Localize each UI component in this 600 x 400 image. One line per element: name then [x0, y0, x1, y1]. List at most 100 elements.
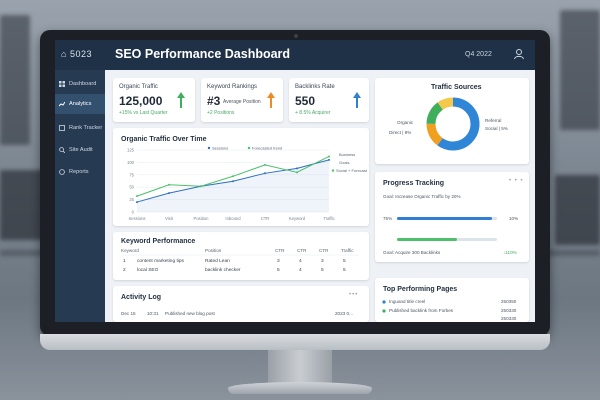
page-title: SEO Performance Dashboard — [115, 47, 291, 61]
y-tick-label: 125 — [127, 148, 135, 153]
kpi-card-organic-traffic[interactable]: Organic Traffic 125,000 +15% vs Last Qua… — [113, 78, 195, 122]
table-cell: backlink checker — [205, 267, 241, 273]
keyword-table[interactable]: Keyword Position CTR CTR CTR Traffic 1 c… — [121, 247, 363, 277]
kpi-change: +2 Positions — [207, 110, 235, 116]
section-title: Keyword Performance — [121, 238, 196, 245]
page-title-text[interactable]: Published backlink from Forbes — [389, 308, 454, 313]
x-tick-label: Keyword — [289, 216, 306, 221]
logo-text: 5023 — [69, 49, 92, 59]
kpi-value: 125,000 — [119, 94, 163, 108]
data-point — [168, 183, 170, 186]
x-tick-label: Traffic — [323, 216, 334, 221]
top-bar: ⌂ 5023 SEO Performance Dashboard Q4 2022 — [55, 40, 535, 70]
data-point — [296, 167, 298, 170]
top-pages-card: Top Performing Pages Inguand title creel… — [375, 278, 529, 322]
table-cell: 5 — [343, 267, 346, 273]
sidebar: Dashboard Analytics Rank Tracker Site Au… — [55, 70, 105, 322]
sidebar-item-label: Dashboard — [69, 81, 97, 87]
monitor-chin — [40, 334, 550, 350]
sidebar-item-site-audit[interactable]: Site Audit — [55, 140, 105, 160]
goal-target: ↓110% — [503, 250, 517, 255]
monitor-stand-base — [228, 382, 372, 394]
kpi-label: Keyword Rankings — [207, 84, 258, 90]
legend-label: Sessions — [212, 146, 228, 151]
legend-label: Forecasted trend — [252, 146, 282, 151]
column-header: Position — [205, 248, 222, 253]
user-icon[interactable] — [513, 48, 525, 60]
kpi-card-keyword-rankings[interactable]: Keyword Rankings #3 Average Position +2 … — [201, 78, 283, 122]
side-label: Social + Forecast — [336, 168, 368, 173]
source-label: Social | 5% — [485, 126, 508, 131]
activity-log-card: Activity Log ••• Dec 15 10:31 Published … — [113, 286, 369, 322]
data-point — [328, 155, 330, 158]
y-tick-label: 75 — [129, 172, 134, 177]
table-cell: local SEO — [137, 267, 159, 273]
sidebar-item-analytics[interactable]: Analytics — [55, 94, 105, 114]
table-cell: 1 — [123, 258, 126, 264]
section-title: Traffic Sources — [431, 84, 482, 91]
kpi-value: 550 — [295, 94, 316, 108]
table-cell: 4 — [299, 267, 302, 273]
kpi-card-backlinks-rate[interactable]: Backlinks Rate 550 + 8.5% Acquirer — [289, 78, 369, 122]
table-cell: 5 — [321, 267, 324, 273]
table-cell: 3 — [321, 258, 324, 264]
table-cell: content marketing tips — [137, 258, 185, 264]
analytics-icon — [59, 101, 65, 107]
goal-label: Goal: Acquire 300 Backlinks — [383, 250, 441, 255]
section-title: Progress Tracking — [383, 180, 445, 187]
series-area — [137, 159, 329, 212]
y-tick-label: 25 — [129, 197, 134, 202]
table-row[interactable]: 1 content marketing tips Rated Lean 3 4 … — [123, 258, 346, 264]
more-options-icon[interactable]: • • • — [509, 178, 524, 184]
rank-tracker-icon — [59, 125, 65, 131]
goal-label: Goal: Increase Organic Traffic by 20% — [383, 194, 461, 199]
trend-up-icon — [177, 92, 185, 108]
legend-swatch — [247, 146, 251, 150]
period-selector[interactable]: Q4 2022 — [465, 51, 492, 58]
data-point — [264, 172, 266, 175]
more-options-icon[interactable]: ••• — [349, 292, 359, 298]
table-cell: 5 — [277, 267, 280, 273]
webcam — [294, 34, 298, 38]
y-tick-label: 100 — [127, 160, 135, 165]
page-value: 250330 — [501, 316, 517, 321]
legend-swatch — [207, 146, 211, 150]
kpi-label: Backlinks Rate — [295, 84, 335, 90]
data-point — [296, 171, 298, 174]
section-title: Activity Log — [121, 294, 162, 301]
dashboard-screen: ⌂ 5023 SEO Performance Dashboard Q4 2022 … — [55, 40, 535, 322]
legend-swatch — [331, 169, 335, 172]
data-point — [136, 201, 138, 204]
keyword-performance-card: Keyword Performance Keyword Position CTR… — [113, 232, 369, 280]
data-point — [168, 192, 170, 195]
column-header: CTR — [275, 248, 285, 253]
column-header: Traffic — [341, 248, 354, 253]
sidebar-item-dashboard[interactable]: Dashboard — [55, 74, 105, 94]
sidebar-item-label: Analytics — [69, 101, 92, 107]
sidebar-item-rank-tracker[interactable]: Rank Tracker — [55, 118, 105, 138]
kpi-value-suffix: Average Position — [223, 99, 261, 105]
donut-slice — [426, 97, 480, 151]
table-cell: 4 — [299, 258, 302, 264]
activity-text: Published new blog post — [165, 311, 215, 316]
section-title: Top Performing Pages — [383, 286, 458, 293]
y-tick-label: 50 — [129, 185, 134, 190]
table-row[interactable]: 2 local SEO backlink checker 5 4 5 5 — [123, 267, 346, 273]
trend-up-icon — [267, 92, 275, 108]
traffic-sources-card: Traffic Sources Organic Direct | 9% Refe… — [375, 78, 529, 164]
sidebar-item-reports[interactable]: Reports — [55, 162, 105, 182]
traffic-sources-donut[interactable] — [425, 96, 481, 152]
data-point — [200, 185, 202, 188]
app-logo[interactable]: ⌂ 5023 — [61, 49, 92, 59]
page-title-text[interactable]: Inguand title creel — [389, 299, 426, 304]
bullet-icon — [382, 309, 386, 313]
source-label: Referral — [485, 118, 502, 123]
bullet-icon — [382, 300, 386, 304]
x-tick-label: Position — [194, 216, 210, 221]
goal-progress-bar — [397, 217, 497, 220]
column-header: CTR — [297, 248, 307, 253]
progress-tracking-card: Progress Tracking • • • Goal: Increase O… — [375, 172, 529, 262]
donut-slice — [426, 97, 480, 151]
column-header: Keyword — [121, 248, 139, 253]
